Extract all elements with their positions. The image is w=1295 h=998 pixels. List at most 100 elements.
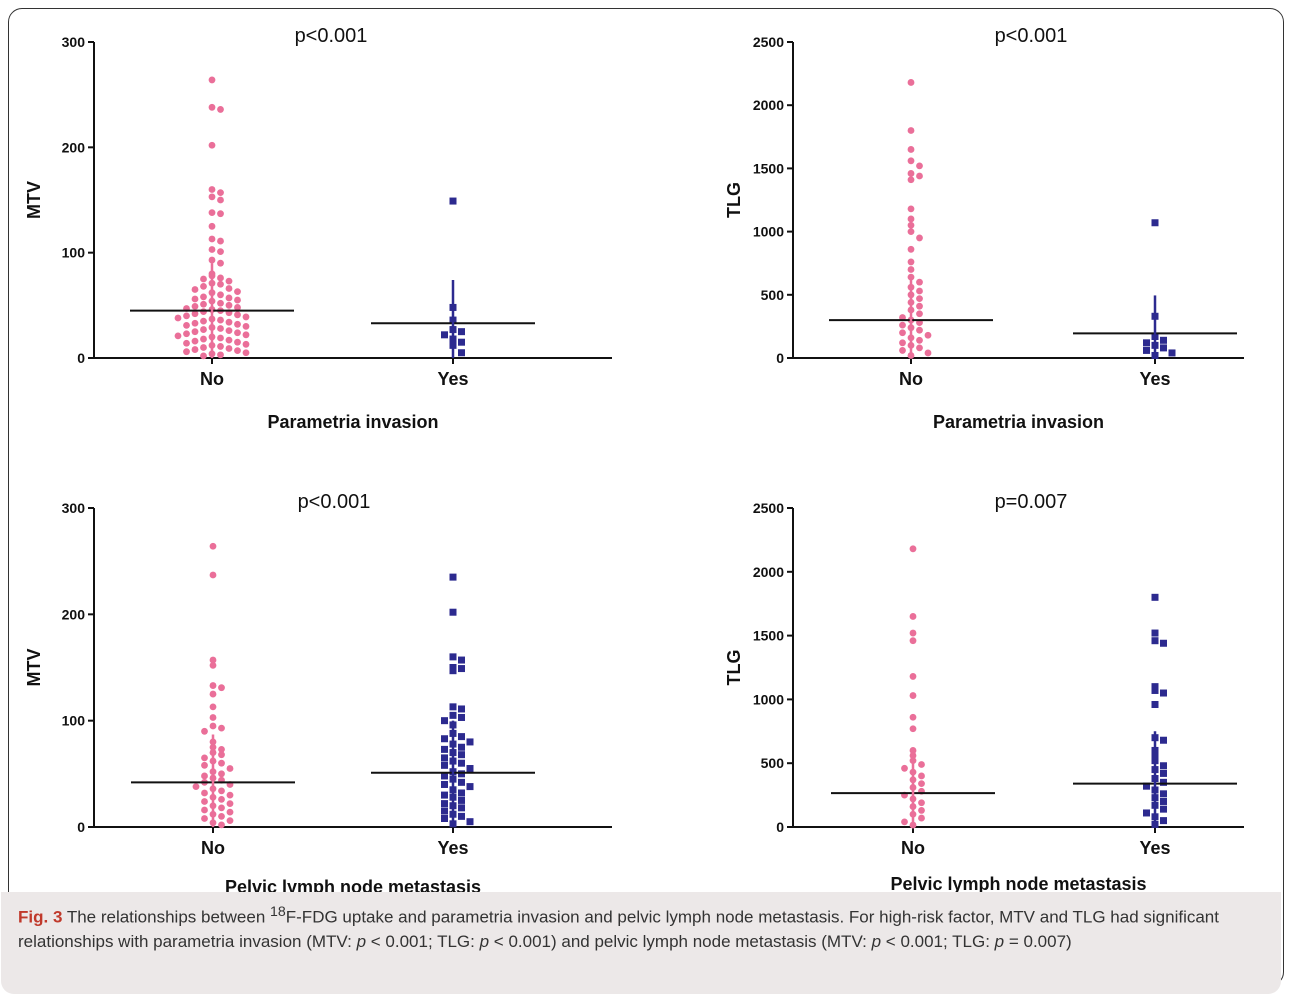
point-no xyxy=(217,106,224,113)
point-no xyxy=(217,280,224,288)
point-no xyxy=(218,787,225,795)
point-yes xyxy=(458,328,465,336)
caption-stat-4: = 0.007) xyxy=(1004,931,1072,951)
point-no xyxy=(217,274,224,282)
point-yes xyxy=(449,653,457,661)
point-yes xyxy=(458,770,465,778)
point-no xyxy=(907,245,915,253)
point-yes xyxy=(449,667,457,675)
point-yes xyxy=(458,665,465,673)
point-yes xyxy=(1143,782,1150,790)
point-no xyxy=(191,337,199,345)
point-no xyxy=(907,273,915,281)
point-no xyxy=(907,258,915,266)
point-yes xyxy=(441,735,448,743)
point-no xyxy=(225,294,233,302)
point-no xyxy=(218,812,225,820)
point-no xyxy=(899,347,906,354)
point-no xyxy=(909,545,917,553)
caption-text-1: The relationships between xyxy=(62,907,271,927)
point-no xyxy=(191,295,199,303)
caption-background xyxy=(1,892,1281,994)
y-tick-label: 500 xyxy=(761,755,785,771)
point-no xyxy=(217,248,224,256)
caption-label: Fig. 3 xyxy=(18,907,63,927)
point-yes xyxy=(441,780,448,788)
point-no xyxy=(918,780,925,788)
y-axis-title: TLG xyxy=(724,182,744,218)
caption-sup: 18 xyxy=(270,904,286,920)
point-yes xyxy=(458,812,465,820)
x-axis-title: Parametria invasion xyxy=(267,412,438,432)
point-no xyxy=(918,799,925,807)
point-no xyxy=(242,349,250,357)
point-no xyxy=(200,275,207,283)
point-no xyxy=(234,311,241,319)
point-no xyxy=(907,266,915,273)
point-no xyxy=(191,346,199,353)
caption-stat-3: < 0.001; TLG: xyxy=(881,931,995,951)
point-no xyxy=(200,344,207,351)
point-no xyxy=(234,347,241,355)
point-no xyxy=(225,327,233,335)
point-no xyxy=(209,682,217,689)
point-yes xyxy=(441,807,448,815)
point-no xyxy=(209,661,217,669)
point-no xyxy=(218,751,225,759)
point-no xyxy=(200,300,207,308)
point-no xyxy=(174,314,182,322)
point-no xyxy=(234,329,241,337)
point-no xyxy=(909,692,917,699)
point-no xyxy=(201,798,208,805)
point-yes xyxy=(458,705,465,713)
point-no xyxy=(242,340,250,348)
point-no xyxy=(901,818,908,826)
point-no xyxy=(907,157,915,165)
point-no xyxy=(217,334,224,342)
point-no xyxy=(201,806,208,814)
point-no xyxy=(208,103,216,111)
point-yes xyxy=(466,818,474,826)
y-tick-label: 1500 xyxy=(753,160,784,176)
point-no xyxy=(201,772,208,780)
point-no xyxy=(208,186,216,193)
point-yes xyxy=(1151,593,1159,601)
point-yes xyxy=(1151,629,1159,637)
point-yes xyxy=(441,745,448,753)
point-yes xyxy=(441,331,448,339)
y-axis-title: MTV xyxy=(24,181,44,219)
point-no xyxy=(201,727,208,735)
point-yes xyxy=(1160,797,1167,805)
point-yes xyxy=(1143,339,1150,347)
y-tick-label: 200 xyxy=(62,606,86,622)
point-no xyxy=(201,754,208,762)
point-no xyxy=(218,724,225,732)
point-no xyxy=(234,288,241,296)
y-tick-label: 0 xyxy=(77,819,85,835)
point-yes xyxy=(441,814,448,822)
point-yes xyxy=(1160,689,1167,697)
point-yes xyxy=(1151,701,1159,709)
point-yes xyxy=(1160,769,1167,777)
y-tick-label: 2500 xyxy=(753,500,784,516)
point-yes xyxy=(1160,817,1167,825)
chart-p-value: p<0.001 xyxy=(995,25,1068,47)
x-axis-title: Pelvic lymph node metastasis xyxy=(890,874,1146,894)
y-axis-title: TLG xyxy=(724,650,744,686)
point-yes xyxy=(466,783,474,791)
point-no xyxy=(916,326,923,334)
point-no xyxy=(909,713,917,721)
point-yes xyxy=(1160,736,1167,744)
point-no xyxy=(225,336,233,344)
point-yes xyxy=(1160,639,1167,647)
point-no xyxy=(218,745,225,753)
point-no xyxy=(909,725,917,733)
point-yes xyxy=(441,717,448,725)
point-no xyxy=(918,807,925,814)
point-no xyxy=(217,291,224,299)
point-no xyxy=(217,299,224,307)
y-tick-label: 2000 xyxy=(753,97,784,113)
point-no xyxy=(242,323,250,330)
point-yes xyxy=(458,656,465,664)
point-no xyxy=(208,246,216,253)
